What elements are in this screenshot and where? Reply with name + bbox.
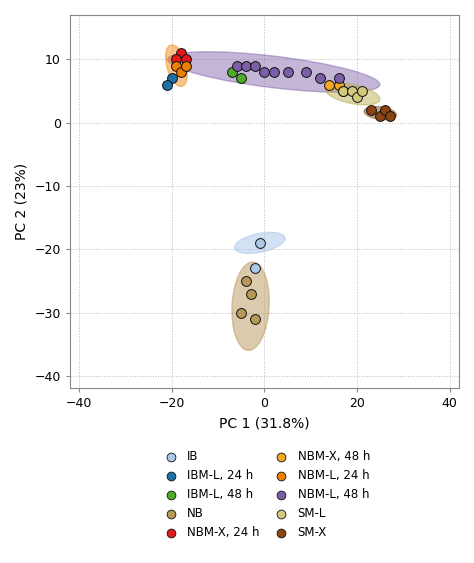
NBM-L, 24 h (182, 61, 190, 70)
NBM-X, 24 h (173, 55, 180, 64)
NBM-L, 48 h (233, 61, 240, 70)
IBM-L, 24 h (168, 74, 176, 83)
NBM-L, 48 h (242, 61, 250, 70)
NBM-L, 24 h (177, 68, 185, 77)
NBM-L, 48 h (284, 68, 292, 77)
Ellipse shape (168, 52, 380, 92)
NBM-L, 48 h (251, 61, 259, 70)
Ellipse shape (364, 106, 396, 120)
IBM-L, 48 h (228, 68, 236, 77)
Legend: IB, IBM-L, 24 h, IBM-L, 48 h, NB, NBM-X, 24 h, NBM-X, 48 h, NBM-L, 24 h, NBM-L, : IB, IBM-L, 24 h, IBM-L, 48 h, NB, NBM-X,… (159, 450, 370, 539)
NB (237, 308, 245, 317)
IB (256, 238, 264, 247)
NB (251, 314, 259, 323)
SM-L (358, 87, 365, 96)
Ellipse shape (232, 262, 269, 350)
NBM-X, 48 h (326, 80, 333, 89)
NBM-L, 48 h (335, 74, 342, 83)
Ellipse shape (325, 83, 380, 105)
NBM-X, 24 h (182, 55, 190, 64)
NBM-X, 24 h (177, 48, 185, 57)
NBM-L, 24 h (173, 61, 180, 70)
NBM-X, 48 h (339, 87, 347, 96)
SM-L (349, 87, 356, 96)
SM-X (386, 112, 393, 121)
SM-L (353, 93, 361, 102)
SM-X (376, 112, 384, 121)
IBM-L, 48 h (237, 74, 245, 83)
SM-X (381, 105, 389, 114)
Ellipse shape (165, 45, 187, 86)
NB (247, 289, 255, 298)
SM-L (339, 87, 347, 96)
SM-X (367, 105, 375, 114)
NB (242, 276, 250, 285)
Ellipse shape (235, 233, 285, 253)
IB (251, 263, 259, 272)
Y-axis label: PC 2 (23%): PC 2 (23%) (15, 163, 29, 240)
X-axis label: PC 1 (31.8%): PC 1 (31.8%) (219, 416, 310, 430)
NBM-L, 48 h (302, 68, 310, 77)
NBM-X, 48 h (335, 80, 342, 89)
NBM-L, 48 h (316, 74, 324, 83)
NBM-L, 48 h (261, 68, 268, 77)
IBM-L, 24 h (164, 80, 171, 89)
NBM-L, 48 h (270, 68, 278, 77)
